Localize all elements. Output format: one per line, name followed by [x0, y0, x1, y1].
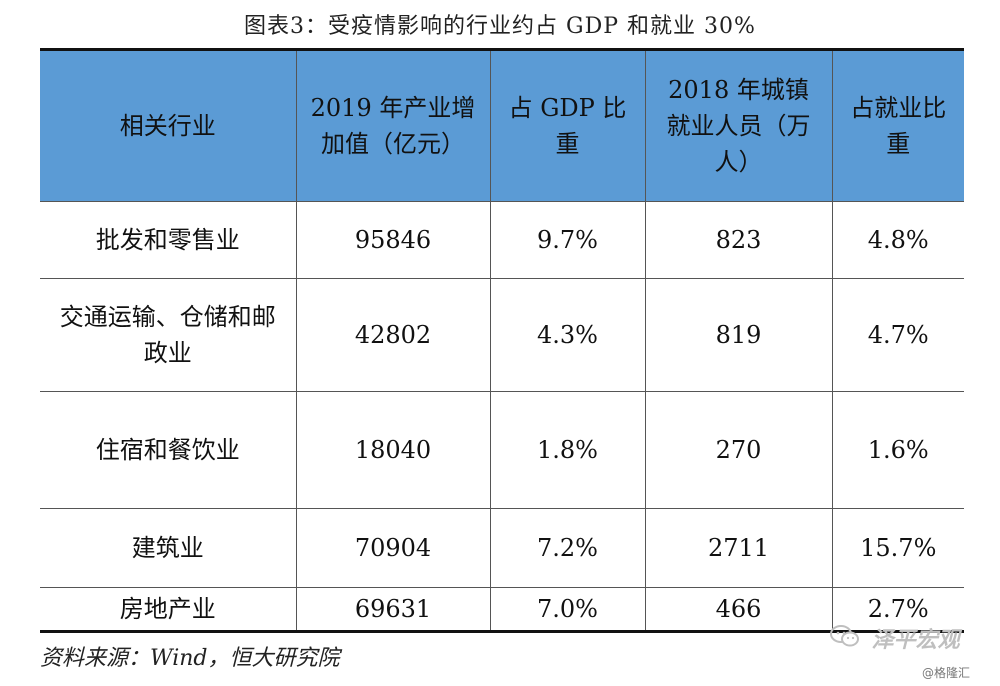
cell-industry: 住宿和餐饮业	[40, 391, 297, 509]
cell-employment: 823	[644, 201, 833, 279]
table-row: 批发和零售业 95846 9.7% 823 4.8%	[40, 201, 964, 279]
cell-employment: 2711	[644, 508, 833, 588]
table-header-row: 相关行业 2019 年产业增加值（亿元） 占 GDP 比重 2018 年城镇就业…	[40, 49, 964, 202]
cell-industry: 交通运输、仓储和邮政业	[40, 278, 297, 392]
header-industry: 相关行业	[40, 49, 297, 202]
cell-employment-share: 4.8%	[831, 201, 964, 279]
table-row: 房地产业 69631 7.0% 466 2.7%	[40, 587, 964, 632]
table-row: 交通运输、仓储和邮政业 42802 4.3% 819 4.7%	[40, 278, 964, 392]
cell-employment: 466	[644, 587, 833, 632]
cell-industry: 批发和零售业	[40, 201, 297, 279]
cell-value-added: 95846	[295, 201, 491, 279]
cell-gdp-share: 1.8%	[489, 391, 646, 509]
cell-value-added: 70904	[295, 508, 491, 588]
cell-industry: 房地产业	[40, 587, 297, 632]
header-value-added: 2019 年产业增加值（亿元）	[295, 49, 491, 202]
cell-industry: 建筑业	[40, 508, 297, 588]
cell-employment-share: 2.7%	[831, 587, 964, 632]
cell-gdp-share: 7.2%	[489, 508, 646, 588]
cell-employment: 270	[644, 391, 833, 509]
watermark-credit: @格隆汇	[922, 666, 971, 680]
table-row: 住宿和餐饮业 18040 1.8% 270 1.6%	[40, 391, 964, 509]
cell-gdp-share: 4.3%	[489, 278, 646, 392]
cell-employment: 819	[644, 278, 833, 392]
cell-value-added: 69631	[295, 587, 491, 632]
source-note: 资料来源：Wind，恒大研究院	[40, 646, 340, 671]
cell-value-added: 18040	[295, 391, 491, 509]
header-employment: 2018 年城镇就业人员（万人）	[644, 49, 833, 202]
figure-title: 图表3：受疫情影响的行业约占 GDP 和就业 30%	[244, 14, 756, 39]
cell-value-added: 42802	[295, 278, 491, 392]
industry-table: 相关行业 2019 年产业增加值（亿元） 占 GDP 比重 2018 年城镇就业…	[40, 48, 964, 633]
cell-employment-share: 4.7%	[831, 278, 964, 392]
watermark: 泽平宏观	[830, 622, 960, 654]
header-employment-share: 占就业比重	[831, 49, 964, 202]
table-row: 建筑业 70904 7.2% 2711 15.7%	[40, 508, 964, 588]
cell-gdp-share: 7.0%	[489, 587, 646, 632]
watermark-brand: 泽平宏观	[871, 628, 960, 653]
cell-employment-share: 15.7%	[831, 508, 964, 588]
wechat-icon	[830, 625, 868, 653]
cell-employment-share: 1.6%	[831, 391, 964, 509]
header-gdp-share: 占 GDP 比重	[489, 49, 646, 202]
cell-gdp-share: 9.7%	[489, 201, 646, 279]
